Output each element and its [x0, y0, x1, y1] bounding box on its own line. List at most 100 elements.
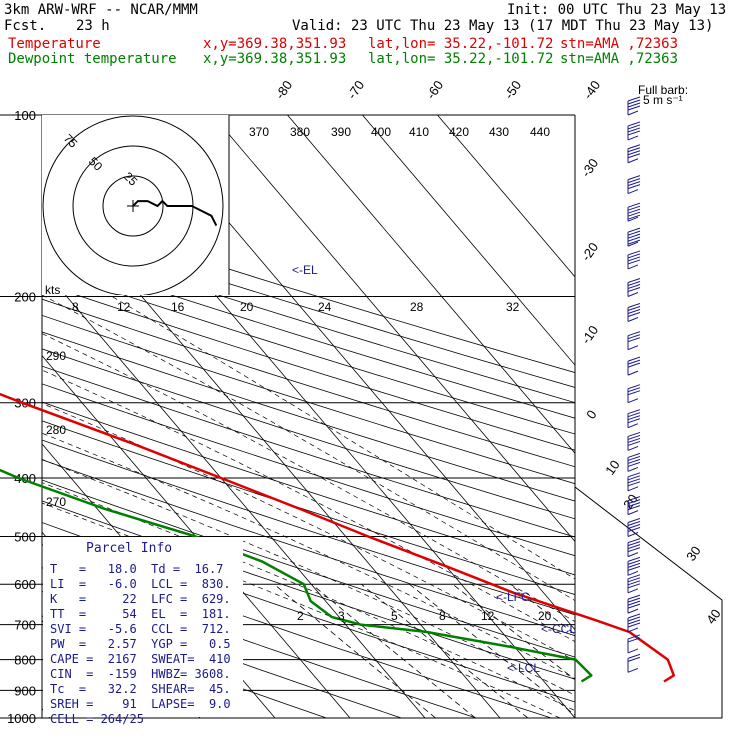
temp-latlon: lat,lon= 35.22,-101.72: [368, 36, 554, 52]
legend-dewpoint: Dewpoint temperature: [8, 51, 177, 67]
wind-barb-540: [627, 538, 641, 558]
moist-adiabat-16: [42, 459, 575, 696]
wind-barb-670: [627, 594, 641, 614]
theta-left-label-270: 270: [46, 495, 66, 509]
isotherm-40: [287, 115, 575, 454]
hodo-ring-25: [102, 175, 164, 237]
moist-adiabat-28: [42, 369, 575, 643]
hodo-axis-label-16: 16: [171, 300, 185, 314]
mixing-ratio-label-5: 5: [391, 609, 398, 623]
pressure-label-1000: 1000: [7, 711, 36, 726]
pressure-label-800: 800: [14, 653, 36, 668]
temperature-profile: [0, 392, 676, 683]
dry-adiabat-370: [42, 365, 575, 538]
dewpoint-profile: [0, 468, 593, 683]
temp-tick--50: -50: [501, 78, 524, 102]
dry-adiabat-260: [42, 591, 403, 718]
hodo-ring-75: [42, 115, 224, 295]
temp-station: stn=AMA ,72363: [560, 36, 679, 52]
parcel-row-tc: Tc = 32.2 SHEAR= 45.: [50, 682, 231, 696]
theta-left-label-290: 290: [46, 349, 66, 363]
level-marker-lcl: <-LCL: [507, 661, 540, 675]
level-marker-el: <-EL: [292, 263, 318, 277]
parcel-row-tt: TT = 54 EL = 181.: [50, 607, 231, 621]
wind-barb-100: [627, 96, 641, 116]
wind-barb-220: [627, 303, 641, 322]
level-marker-ccl: <-CCL: [541, 622, 576, 636]
moist-adiabat-32: [42, 333, 575, 622]
wind-barb-270: [627, 356, 641, 376]
wind-barb-460: [627, 496, 641, 516]
theta-label-410: 410: [409, 125, 429, 139]
hodo-axis-label-24: 24: [318, 300, 332, 314]
theta-label-440: 440: [530, 125, 550, 139]
theta-label-380: 380: [290, 125, 310, 139]
wind-barb-180: [627, 250, 641, 270]
dew-station: stn=AMA ,72363: [560, 51, 679, 67]
theta-label-420: 420: [449, 125, 469, 139]
isotherm-50: [362, 115, 575, 366]
parcel-row-pw: PW = 2.57 YGP = 0.5: [50, 637, 231, 651]
pressure-label-700: 700: [14, 618, 36, 633]
skew-frame-right: [574, 486, 723, 719]
mixing-ratio-5: [361, 583, 529, 718]
moist-adiabat-40: [42, 255, 575, 580]
temp-tick--30: -30: [578, 156, 601, 180]
dry-adiabat-470: [42, 208, 575, 373]
level-marker-lfc: <-LFC: [496, 590, 530, 604]
mixing-ratio-label-12: 12: [481, 609, 495, 623]
dry-adiabat-390: [42, 331, 575, 502]
dew-xy: x,y=369.38,351.93: [203, 51, 347, 67]
dry-adiabat-460: [42, 223, 575, 388]
hodo-axis-label-8: 8: [72, 300, 79, 314]
wind-barb-150: [627, 202, 641, 222]
dry-adiabat-300: [42, 500, 575, 680]
temp-tick--60: -60: [423, 78, 446, 102]
parcel-row-svi: SVI = -5.6 CCL = 712.: [50, 622, 231, 636]
temp-tick--80: -80: [272, 78, 295, 102]
dry-adiabat-400: [42, 314, 575, 485]
dry-adiabat-320: [42, 459, 575, 637]
parcel-row-k: K = 22 LFC = 629.: [50, 592, 231, 606]
init-time: Init: 00 UTC Thu 23 May 13: [507, 2, 727, 18]
wind-barb-840: [627, 653, 641, 673]
pressure-label-600: 600: [14, 577, 36, 592]
dry-adiabat-410: [42, 298, 575, 468]
temp-tick--70: -70: [344, 78, 367, 102]
theta-label-400: 400: [371, 125, 391, 139]
wind-barb-620: [627, 574, 641, 594]
wind-barb-200: [627, 278, 641, 297]
mixing-ratio-20: [509, 583, 575, 635]
mixing-ratio-3: [311, 583, 476, 718]
wind-barb-390: [627, 452, 641, 472]
mixing-ratio-label-2: 2: [297, 609, 304, 623]
temp-tick--40: -40: [580, 78, 603, 102]
parcel-row-cin: CIN = -159 HWBZ= 3608.: [50, 667, 231, 681]
parcel-info-title: Parcel Info: [86, 541, 172, 556]
wind-barb-135: [627, 175, 641, 195]
wind-barb-165: [627, 227, 641, 247]
theta-label-430: 430: [489, 125, 509, 139]
temp-tick-40: 40: [703, 606, 724, 626]
dry-adiabat-430: [42, 267, 575, 435]
wind-barb-360: [627, 431, 641, 451]
isotherm-30: [212, 115, 575, 543]
parcel-row-cell: CELL = 264/25: [50, 712, 144, 726]
temp-tick--20: -20: [578, 240, 601, 264]
pressure-label-200: 200: [14, 290, 36, 305]
dry-adiabat-340: [42, 420, 575, 596]
temp-tick-10: 10: [602, 457, 623, 477]
dry-adiabat-420: [42, 283, 575, 451]
dew-latlon: lat,lon= 35.22,-101.72: [368, 51, 554, 67]
pressure-label-100: 100: [14, 108, 36, 123]
full-barb-units: 5 m s⁻¹: [643, 93, 683, 107]
wind-barb-500: [627, 518, 641, 537]
hodograph-trace: [132, 199, 218, 227]
isotherm--20: [42, 355, 351, 718]
theta-label-370: 370: [249, 125, 269, 139]
wind-barb-580: [627, 556, 641, 576]
pressure-label-900: 900: [14, 683, 36, 698]
